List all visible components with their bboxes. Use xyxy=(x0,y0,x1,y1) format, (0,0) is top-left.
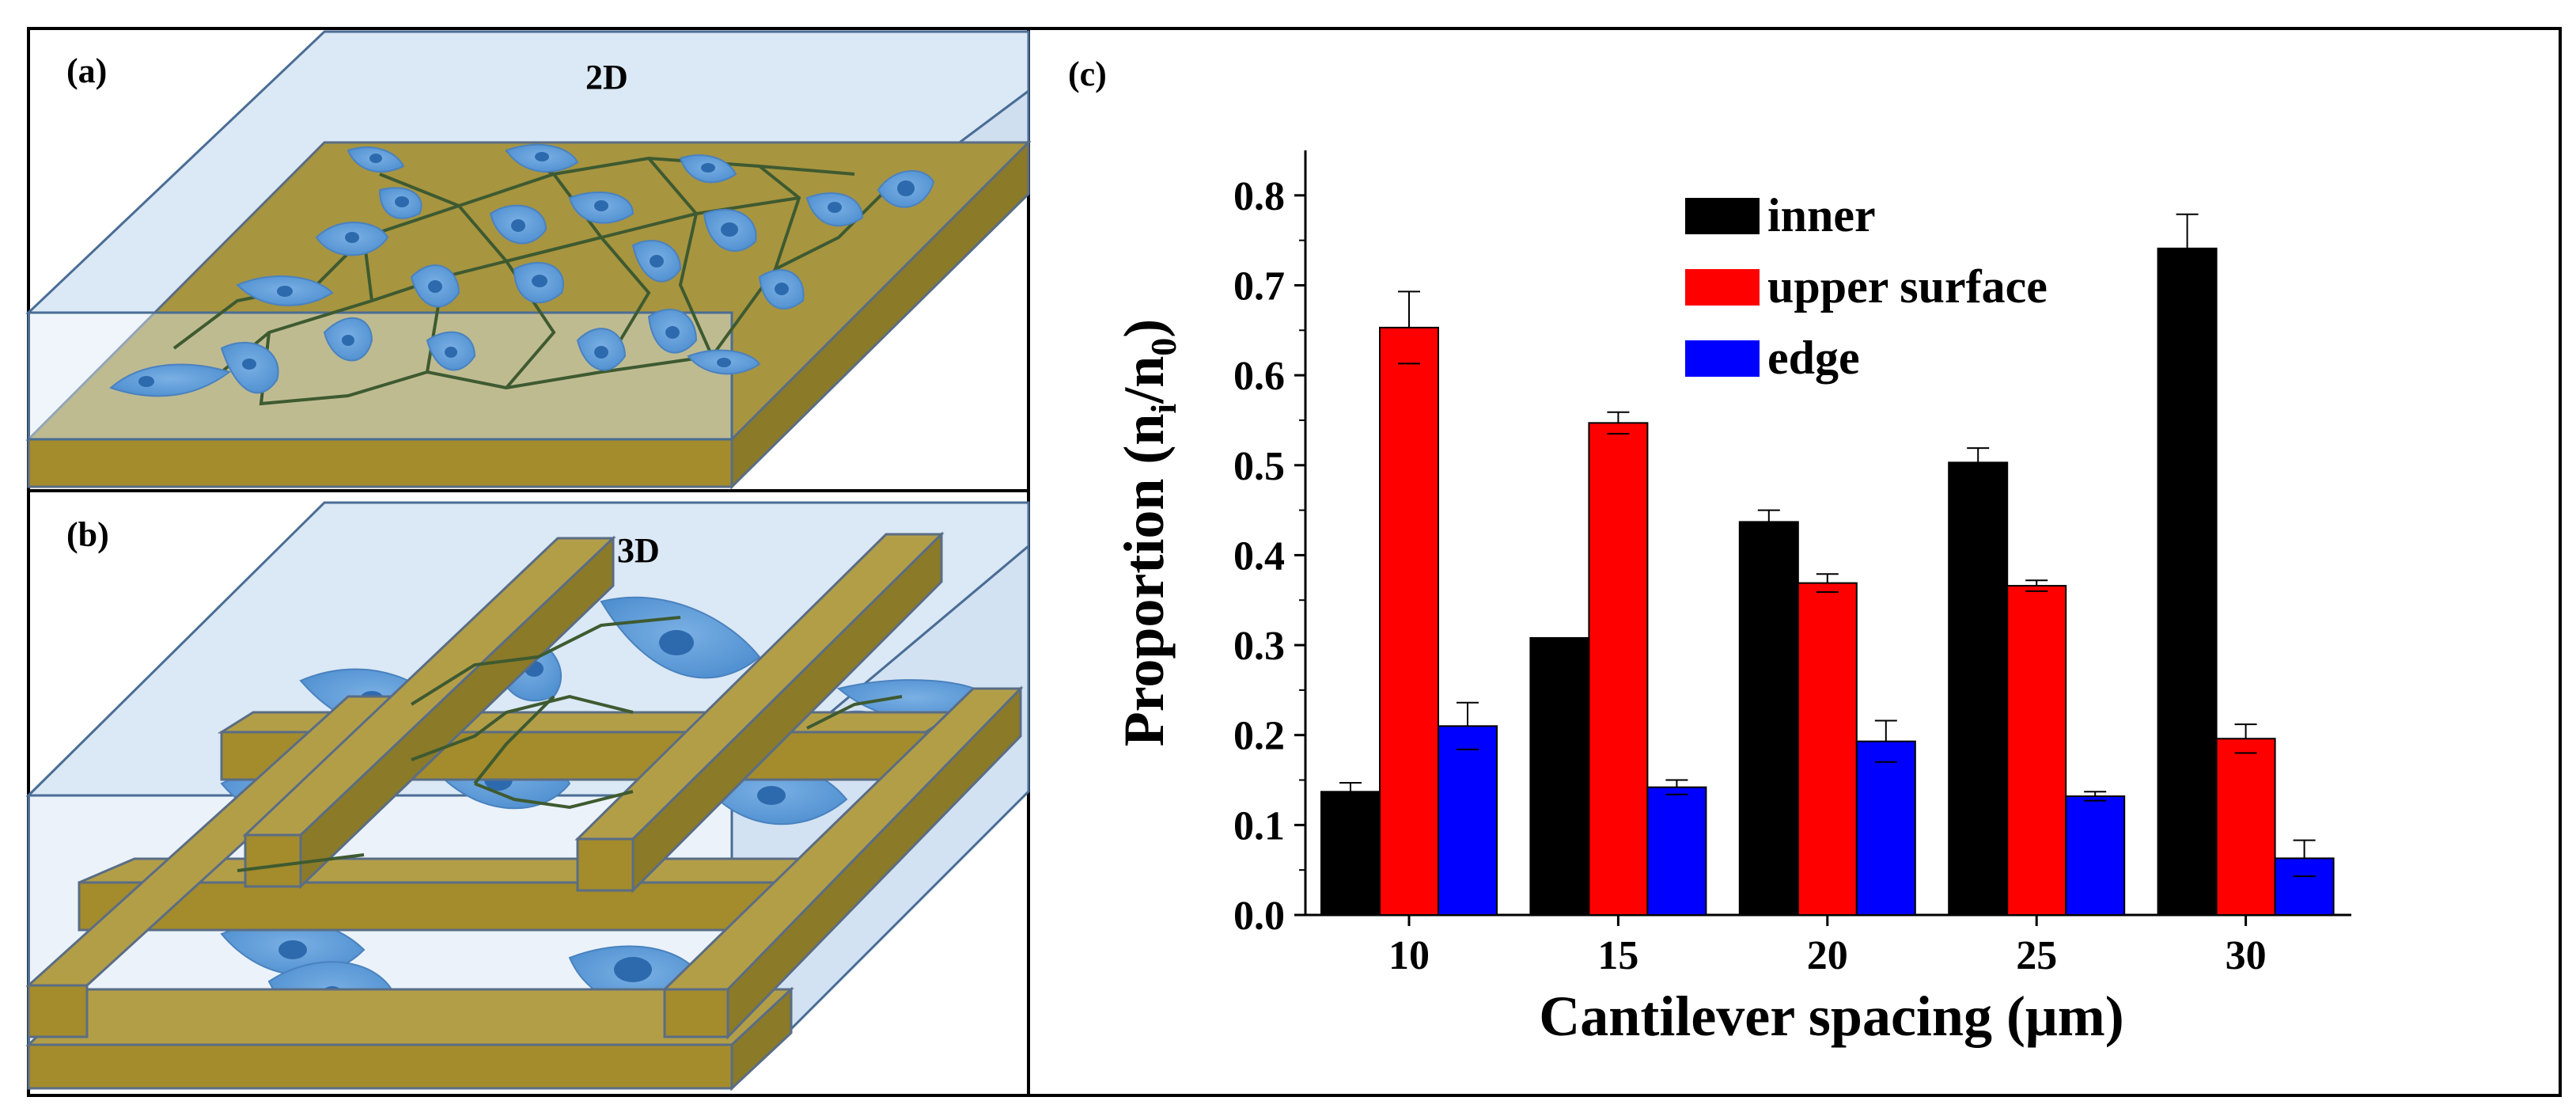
y-label-main: Proportion (n xyxy=(1112,414,1176,747)
panel-b-label: (b) xyxy=(66,515,109,554)
bars xyxy=(1320,247,2335,917)
bar-edge-15 xyxy=(1646,786,1707,916)
y-axis-label: Proportion (ni/n0) xyxy=(1112,319,1184,747)
y-tick-label: 0.2 xyxy=(1233,714,1285,759)
bar-edge-30 xyxy=(2274,857,2335,916)
x-tick-label: 30 xyxy=(2226,933,2267,978)
legend: inner upper surface edge xyxy=(1685,189,2048,384)
y-label-sub-i: i xyxy=(1143,404,1184,414)
y-ticks: 0.0 0.1 0.2 0.3 0.4 0.5 0.6 0.7 0.8 xyxy=(1233,174,1305,939)
panel-c-label: (c) xyxy=(1068,55,1107,93)
bar-upper-surface-10 xyxy=(1379,326,1439,916)
y-label-mid: /n xyxy=(1112,356,1176,404)
legend-label-upper-surface: upper surface xyxy=(1767,260,2048,313)
legend-swatch-inner xyxy=(1685,198,1760,234)
plot-area: 0.0 0.1 0.2 0.3 0.4 0.5 0.6 0.7 0.8 10 15 20 25 30 xyxy=(1233,150,2351,978)
y-tick-label: 0.7 xyxy=(1233,264,1285,309)
panel-a-label: (a) xyxy=(66,51,107,90)
bar-upper-surface-20 xyxy=(1797,582,1858,916)
bar-edge-10 xyxy=(1438,725,1498,917)
bar-inner-20 xyxy=(1738,521,1799,916)
bar-upper-surface-15 xyxy=(1588,422,1649,916)
fiber-network-b xyxy=(237,616,903,872)
x-tick-label: 20 xyxy=(1807,933,1848,978)
x-tick-label: 15 xyxy=(1597,933,1638,978)
legend-swatch-edge xyxy=(1685,340,1760,377)
substrate-a-front xyxy=(27,438,733,488)
y-tick-label: 0.4 xyxy=(1233,533,1285,579)
bar-edge-25 xyxy=(2065,795,2126,917)
legend-label-inner: inner xyxy=(1767,189,1876,241)
nuclei-a xyxy=(138,152,915,387)
bar-inner-25 xyxy=(1948,461,2009,916)
panel-a-illustration: (a) 2D xyxy=(25,30,1032,490)
x-ticks: 10 15 20 25 30 xyxy=(1388,915,2267,978)
error-bars xyxy=(1339,213,2316,878)
legend-swatch-upper-surface xyxy=(1685,269,1760,306)
scaffold-beams xyxy=(25,531,1024,1091)
y-tick-label: 0.5 xyxy=(1233,444,1285,489)
y-tick-label: 0.0 xyxy=(1233,894,1285,939)
glass-box-a-front xyxy=(27,311,733,441)
y-tick-label: 0.8 xyxy=(1233,174,1285,219)
panel-b-illustration: (b) 3D xyxy=(25,501,1030,1091)
y-label-end: ) xyxy=(1112,319,1176,338)
y-tick-label: 0.6 xyxy=(1233,354,1285,399)
x-axis-label: Cantilever spacing (μm) xyxy=(1539,985,2123,1048)
legend-label-edge: edge xyxy=(1767,332,1860,384)
cell xyxy=(109,363,232,397)
panel-c-chart: (c) 0.0 0.1 0.2 0.3 0.4 0.5 0.6 0.7 0.8 10 15 20 25… xyxy=(1068,55,2351,1048)
y-label-sub-0: 0 xyxy=(1143,338,1184,356)
panel-a-title: 2D xyxy=(585,58,628,97)
x-tick-label: 25 xyxy=(2016,933,2057,978)
bar-inner-15 xyxy=(1529,636,1590,916)
bar-upper-surface-25 xyxy=(2006,585,2067,916)
bar-edge-20 xyxy=(1855,740,1916,917)
bar-inner-10 xyxy=(1320,791,1381,916)
x-tick-label: 10 xyxy=(1388,933,1430,978)
y-tick-label: 0.1 xyxy=(1233,803,1285,848)
substrate-a-side xyxy=(730,139,1030,490)
bar-inner-30 xyxy=(2157,247,2218,916)
bar-upper-surface-30 xyxy=(2215,738,2276,916)
panel-b-title: 3D xyxy=(617,531,660,570)
y-tick-label: 0.3 xyxy=(1233,624,1285,669)
